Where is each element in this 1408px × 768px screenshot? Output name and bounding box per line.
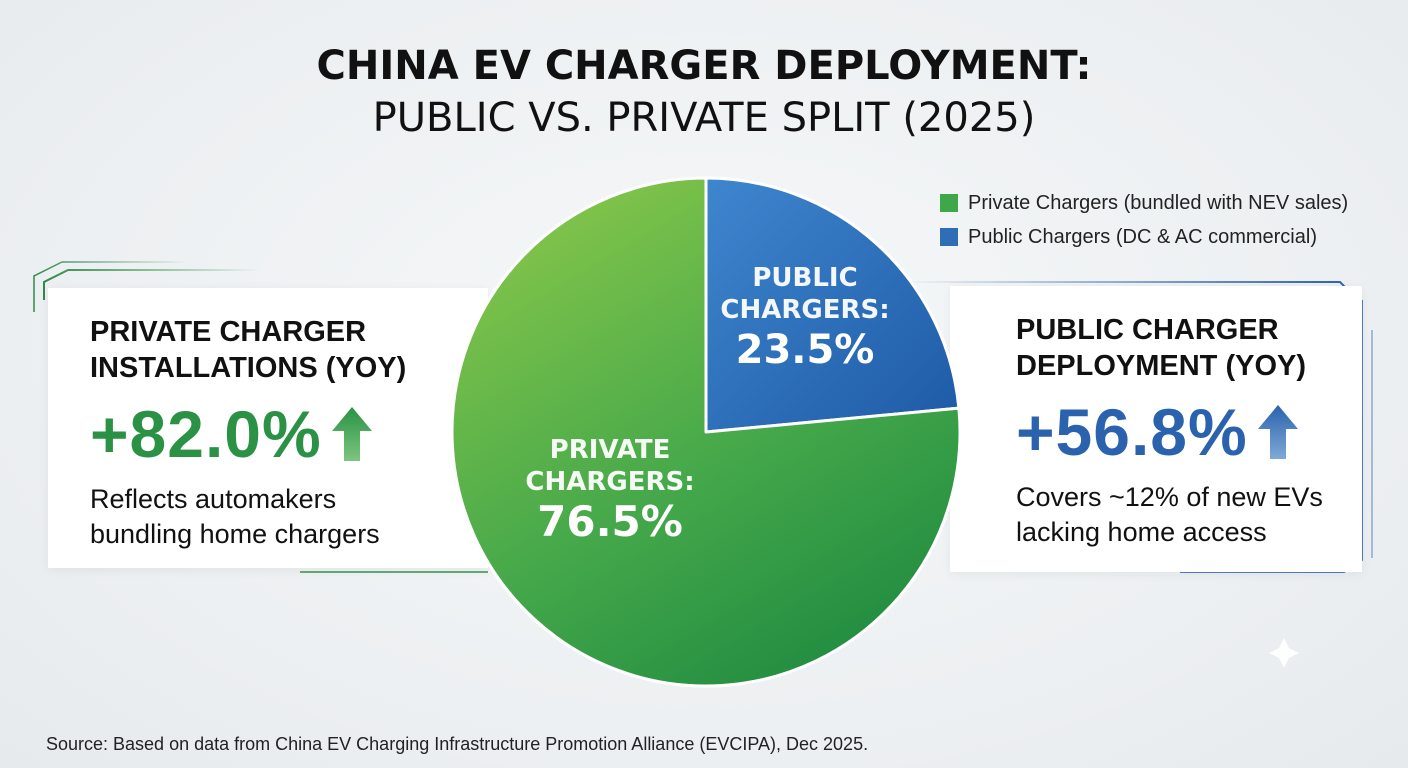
chart-legend: Private Chargers (bundled with NEV sales… bbox=[940, 186, 1348, 254]
arrow-up-icon bbox=[1257, 405, 1298, 459]
legend-swatch-private bbox=[940, 194, 958, 212]
public-slice-value: 23.5% bbox=[735, 327, 875, 373]
legend-item-private: Private Chargers (bundled with NEV sales… bbox=[940, 186, 1348, 220]
legend-swatch-public bbox=[940, 228, 958, 246]
source-note: Source: Based on data from China EV Char… bbox=[46, 734, 869, 754]
title-line-1: CHINA EV CHARGER DEPLOYMENT: bbox=[316, 43, 1092, 89]
public-card-title-line-2: DEPLOYMENT (YOY) bbox=[1016, 350, 1307, 382]
public-growth-value: +56.8% bbox=[1016, 395, 1248, 469]
pie-slice-public bbox=[704, 176, 961, 434]
chart-title: CHINA EV CHARGER DEPLOYMENT: PUBLIC VS. … bbox=[0, 40, 1408, 144]
public-card-title-line-1: PUBLIC CHARGER bbox=[1016, 314, 1279, 346]
title-line-2: PUBLIC VS. PRIVATE SPLIT (2025) bbox=[372, 95, 1036, 141]
legend-label-private: Private Chargers (bundled with NEV sales… bbox=[968, 191, 1349, 214]
public-card-desc-line-2: lacking home access bbox=[1016, 517, 1267, 547]
private-card-title-line-2: INSTALLATIONS (YOY) bbox=[90, 352, 407, 384]
legend-item-public: Public Chargers (DC & AC commercial) bbox=[940, 220, 1348, 254]
public-slice-name: PUBLIC CHARGERS: bbox=[720, 263, 890, 325]
private-slice-name: PRIVATE CHARGERS: bbox=[525, 435, 695, 497]
pie-slice-private bbox=[450, 176, 962, 688]
legend-label-public: Public Chargers (DC & AC commercial) bbox=[968, 225, 1317, 248]
arrow-up-icon bbox=[331, 407, 372, 461]
private-slice-label: PRIVATE CHARGERS: 76.5% bbox=[500, 434, 720, 546]
private-slice-value: 76.5% bbox=[537, 497, 683, 546]
private-card-title-line-1: PRIVATE CHARGER bbox=[90, 316, 367, 348]
private-card-desc-line-1: Reflects automakers bbox=[90, 484, 337, 514]
private-card-desc-line-2: bundling home chargers bbox=[90, 519, 380, 549]
public-growth-card: PUBLIC CHARGER DEPLOYMENT (YOY) +56.8% C… bbox=[950, 286, 1362, 572]
private-growth-card: PRIVATE CHARGER INSTALLATIONS (YOY) +82.… bbox=[48, 288, 488, 568]
private-growth-value: +82.0% bbox=[90, 397, 322, 471]
public-slice-label: PUBLIC CHARGERS: 23.5% bbox=[700, 262, 910, 374]
public-card-desc-line-1: Covers ~12% of new EVs bbox=[1016, 482, 1323, 512]
